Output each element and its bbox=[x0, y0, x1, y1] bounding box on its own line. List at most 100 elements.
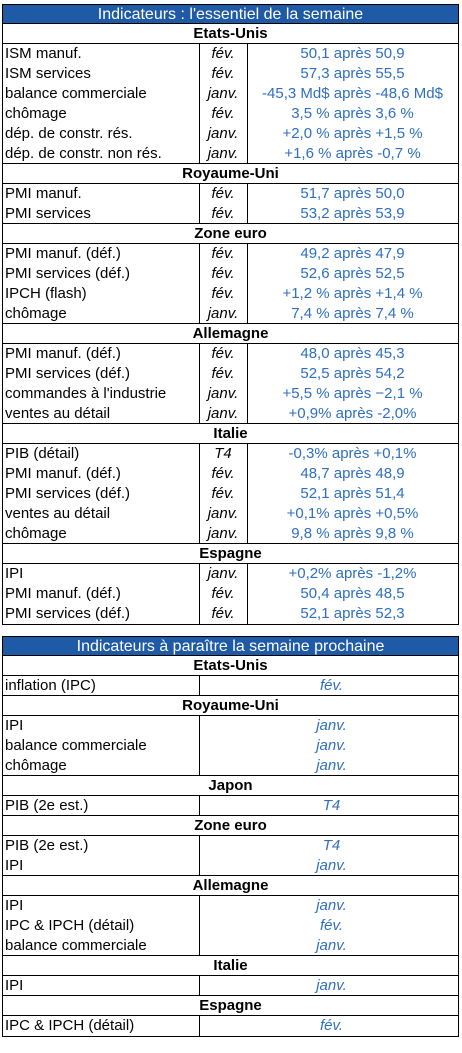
column-divider bbox=[199, 916, 200, 936]
indicator-name: chômage bbox=[5, 757, 67, 774]
period: janv. bbox=[207, 85, 239, 102]
period: fév. bbox=[211, 265, 235, 282]
column-divider bbox=[247, 184, 248, 204]
column-divider bbox=[247, 404, 248, 423]
table-row: chômage janv. bbox=[3, 756, 458, 776]
indicator-name: PIB (2e est.) bbox=[5, 837, 89, 854]
period: fév. bbox=[211, 345, 235, 362]
table-row: IPC & IPCH (détail) fév. bbox=[3, 1016, 458, 1036]
column-divider bbox=[247, 384, 248, 404]
table-row: PMI services (déf.) fév. 52,5 après 54,2 bbox=[3, 364, 458, 384]
table-row: IPI janv. bbox=[3, 856, 458, 876]
table-row: balance commerciale janv. -45,3 Md$ après … bbox=[3, 84, 458, 104]
table-row: ventes au détail janv. +0,1% après +0,5% bbox=[3, 504, 458, 524]
indicator-name: IPC & IPCH (détail) bbox=[5, 917, 135, 934]
indicator-value: 48,7 après 48,9 bbox=[300, 465, 405, 482]
period: janv. bbox=[207, 565, 239, 582]
indicator-name: ventes au détail bbox=[5, 405, 111, 422]
column-divider bbox=[199, 836, 200, 856]
indicators-week-table: Indicateurs : l'essentiel de la semaine … bbox=[2, 4, 459, 625]
indicator-name: PMI manuf. (déf.) bbox=[5, 465, 121, 482]
indicator-value: +0,1% après +0,5% bbox=[286, 505, 419, 522]
column-divider bbox=[199, 584, 200, 604]
period: janv. bbox=[316, 757, 347, 774]
column-divider bbox=[199, 756, 200, 775]
indicator-name: chômage bbox=[5, 525, 67, 542]
section-header: Royaume-Uni bbox=[3, 696, 458, 716]
section-header: Etats-Unis bbox=[3, 24, 458, 44]
table-title: Indicateurs : l'essentiel de la semaine bbox=[3, 5, 458, 24]
column-divider bbox=[199, 676, 200, 695]
section-header: Zone euro bbox=[3, 816, 458, 836]
table-row: chômage janv. 7,4 % après 7,4 % bbox=[3, 304, 458, 324]
table-row: balance commerciale janv. bbox=[3, 936, 458, 956]
indicator-name: PMI services (déf.) bbox=[5, 365, 131, 382]
period: janv. bbox=[316, 897, 347, 914]
indicator-value: -0,3% après +0,1% bbox=[288, 445, 417, 462]
table-row: IPI janv. +0,2% après -1,2% bbox=[3, 564, 458, 584]
column-divider bbox=[199, 504, 200, 524]
period: fév. bbox=[211, 245, 235, 262]
table-row: ISM manuf. fév. 50,1 après 50,9 bbox=[3, 44, 458, 64]
table-row: dép. de constr. non rés. janv. +1,6 % aprè… bbox=[3, 144, 458, 164]
indicator-value: 50,1 après 50,9 bbox=[300, 45, 405, 62]
column-divider bbox=[199, 896, 200, 916]
indicator-value: 9,8 % après 9,8 % bbox=[291, 525, 414, 542]
column-divider bbox=[199, 444, 200, 464]
indicator-name: PMI services (déf.) bbox=[5, 265, 131, 282]
table-row: IPC & IPCH (détail) fév. bbox=[3, 916, 458, 936]
column-divider bbox=[247, 104, 248, 124]
indicator-name: chômage bbox=[5, 105, 67, 122]
column-divider bbox=[199, 204, 200, 223]
table-row: chômage fév. 3,5 % après 3,6 % bbox=[3, 104, 458, 124]
indicator-name: commandes à l'industrie bbox=[5, 385, 167, 402]
column-divider bbox=[199, 124, 200, 144]
indicator-value: +2,0 % après +1,5 % bbox=[282, 125, 423, 142]
indicator-name: IPI bbox=[5, 897, 24, 914]
table-row: PIB (2e est.) T4 bbox=[3, 836, 458, 856]
table-row: PMI services fév. 53,2 après 53,9 bbox=[3, 204, 458, 224]
section-header: Allemagne bbox=[3, 876, 458, 896]
column-divider bbox=[199, 184, 200, 204]
period: fév. bbox=[211, 185, 235, 202]
indicator-name: IPI bbox=[5, 565, 24, 582]
column-divider bbox=[199, 244, 200, 264]
section-header: Etats-Unis bbox=[3, 656, 458, 676]
period: fév. bbox=[211, 585, 235, 602]
indicator-name: PMI manuf. (déf.) bbox=[5, 585, 121, 602]
indicator-name: inflation (IPC) bbox=[5, 677, 96, 694]
period: fév. bbox=[211, 485, 235, 502]
table-row: dép. de constr. rés. janv. +2,0 % après +1… bbox=[3, 124, 458, 144]
table-row: balance commerciale janv. bbox=[3, 736, 458, 756]
indicator-name: balance commerciale bbox=[5, 737, 147, 754]
column-divider bbox=[199, 84, 200, 104]
indicator-name: chômage bbox=[5, 305, 67, 322]
column-divider bbox=[199, 716, 200, 736]
column-divider bbox=[199, 44, 200, 64]
section-header: Allemagne bbox=[3, 324, 458, 344]
column-divider bbox=[199, 484, 200, 504]
table-row: chômage janv. 9,8 % après 9,8 % bbox=[3, 524, 458, 544]
period: fév. bbox=[211, 205, 235, 222]
table-row: ventes au détail janv. +0,9% après -2,0% bbox=[3, 404, 458, 424]
column-divider bbox=[247, 344, 248, 364]
indicator-name: ISM manuf. bbox=[5, 45, 82, 62]
table-row: IPI janv. bbox=[3, 716, 458, 736]
period: T4 bbox=[322, 837, 341, 854]
period: janv. bbox=[316, 857, 347, 874]
column-divider bbox=[199, 144, 200, 163]
indicator-name: PMI manuf. (déf.) bbox=[5, 345, 121, 362]
table-row: PIB (détail) T4 -0,3% après +0,1% bbox=[3, 444, 458, 464]
indicator-value: 57,3 après 55,5 bbox=[300, 65, 405, 82]
indicator-value: 52,5 après 54,2 bbox=[300, 365, 405, 382]
column-divider bbox=[247, 364, 248, 384]
column-divider bbox=[199, 404, 200, 423]
column-divider bbox=[199, 604, 200, 624]
column-divider bbox=[199, 796, 200, 815]
column-divider bbox=[199, 564, 200, 584]
table-row: PMI manuf. fév. 51,7 après 50,0 bbox=[3, 184, 458, 204]
indicator-name: PMI manuf. bbox=[5, 185, 82, 202]
column-divider bbox=[199, 384, 200, 404]
indicator-name: IPC & IPCH (détail) bbox=[5, 1017, 135, 1034]
column-divider bbox=[247, 64, 248, 84]
